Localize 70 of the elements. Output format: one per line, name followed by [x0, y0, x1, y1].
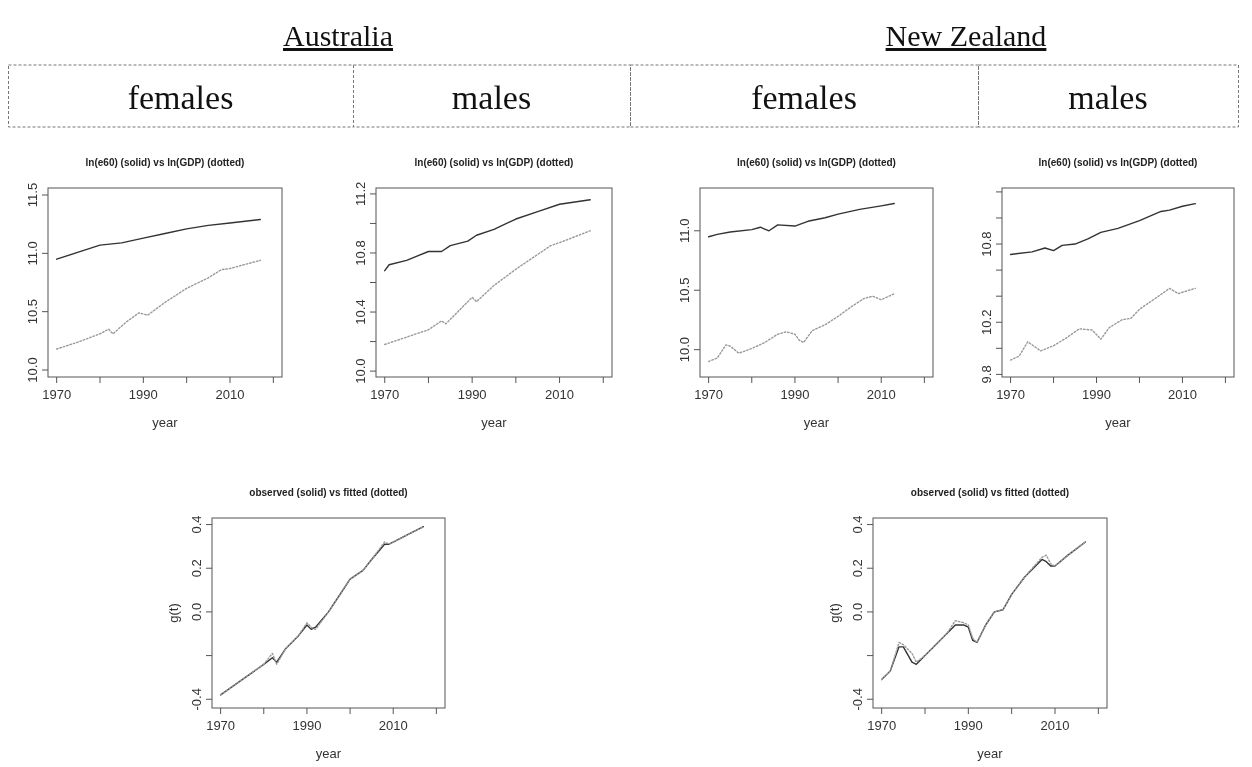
x-tick-label: 2010 — [1040, 718, 1070, 733]
text: New Zealand — [885, 19, 1047, 52]
x-tick-label: 1990 — [292, 718, 322, 733]
x-tick-label: 1990 — [780, 387, 810, 402]
y-tick-label: 10.0 — [677, 337, 692, 363]
x-axis-title: year — [803, 415, 830, 430]
text: females — [127, 79, 234, 116]
x-tick-label: 1970 — [206, 718, 236, 733]
x-tick-label: 1990 — [128, 387, 158, 402]
x-tick-label: 1970 — [42, 387, 72, 402]
chart-title: ln(e60) (solid) vs ln(GDP) (dotted) — [85, 157, 245, 168]
y-tick-label: 10.8 — [353, 240, 368, 266]
y-tick-label: -0.4 — [189, 688, 204, 711]
y-axis-title: g(t) — [166, 603, 181, 623]
chart-title: observed (solid) vs fitted (dotted) — [249, 487, 408, 498]
line-series — [384, 199, 591, 272]
x-tick-label: 1970 — [370, 387, 400, 402]
y-tick-label: 10.5 — [25, 299, 40, 325]
line-series — [219, 526, 425, 696]
y-tick-label: 10.5 — [677, 277, 692, 303]
x-axis-title: year — [481, 415, 508, 430]
y-tick-label: 10.2 — [979, 309, 994, 335]
text: Australia — [283, 19, 393, 52]
line-series — [707, 202, 895, 238]
y-tick-label: 0.4 — [189, 515, 204, 534]
x-tick-label: 2010 — [545, 387, 575, 402]
x-tick-label: 2010 — [866, 387, 896, 402]
x-axis-title: year — [152, 415, 179, 430]
y-tick-label: 11.0 — [25, 241, 40, 266]
y-tick-label: 10.8 — [979, 231, 994, 257]
y-tick-label: 11.5 — [25, 182, 40, 208]
line-series — [1009, 287, 1197, 361]
y-tick-label: 0.0 — [189, 602, 204, 621]
y-tick-label: 10.0 — [353, 358, 368, 384]
x-tick-label: 2010 — [378, 718, 408, 733]
line-series — [384, 230, 591, 346]
x-tick-label: 2010 — [1167, 387, 1197, 402]
y-axis-title: g(t) — [827, 603, 842, 623]
y-tick-label: 9.8 — [979, 365, 994, 384]
text: males — [1068, 79, 1148, 116]
line-series — [707, 293, 895, 363]
x-tick-label: 1990 — [1082, 387, 1111, 402]
x-tick-label: 1970 — [694, 387, 724, 402]
x-axis-title: year — [1105, 415, 1132, 430]
line-series — [55, 259, 262, 350]
x-tick-label: 1990 — [457, 387, 487, 402]
y-tick-label: 11.0 — [677, 218, 692, 243]
x-tick-label: 1990 — [953, 718, 983, 733]
y-tick-label: 0.2 — [189, 559, 204, 578]
line-series — [880, 541, 1087, 681]
chart-title: ln(e60) (solid) vs ln(GDP) (dotted) — [737, 157, 896, 168]
x-axis-title: year — [315, 746, 342, 761]
y-tick-label: 10.0 — [25, 357, 40, 383]
chart-title: ln(e60) (solid) vs ln(GDP) (dotted) — [414, 157, 574, 168]
x-tick-label: 1970 — [867, 718, 897, 733]
chart-title: ln(e60) (solid) vs ln(GDP) (dotted) — [1038, 157, 1198, 168]
y-tick-label: 0.0 — [850, 602, 865, 621]
y-tick-label: 11.2 — [353, 181, 368, 207]
x-axis-title: year — [977, 746, 1004, 761]
y-tick-label: -0.4 — [850, 688, 865, 711]
x-tick-label: 2010 — [215, 387, 245, 402]
line-series — [1009, 202, 1197, 256]
y-tick-label: 0.2 — [850, 559, 865, 578]
chart-title: observed (solid) vs fitted (dotted) — [910, 487, 1070, 498]
text: males — [451, 79, 532, 116]
y-tick-label: 0.4 — [850, 515, 865, 534]
y-tick-label: 10.4 — [353, 299, 368, 325]
text: females — [751, 79, 857, 116]
x-tick-label: 1970 — [996, 387, 1026, 402]
line-series — [55, 218, 262, 260]
